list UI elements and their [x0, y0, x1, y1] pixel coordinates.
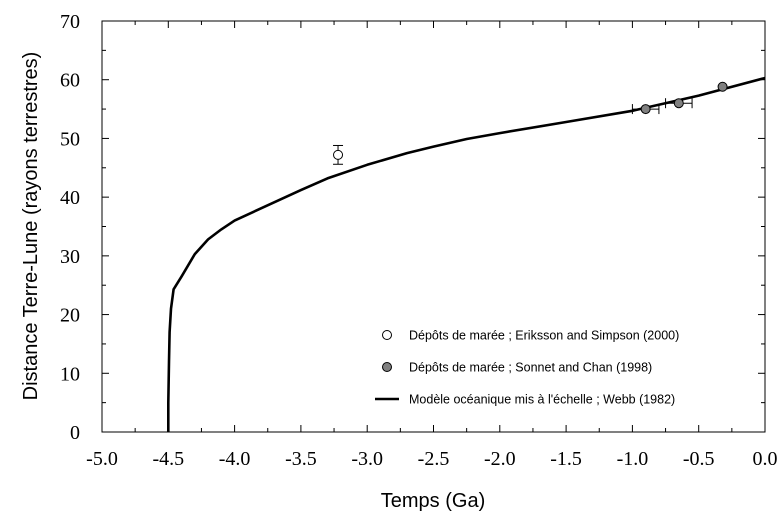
- x-tick-label: -5.0: [86, 448, 118, 470]
- legend-label: Dépôts de marée ; Sonnet and Chan (1998): [409, 361, 652, 375]
- data-point: [640, 104, 651, 115]
- data-point: [673, 98, 684, 109]
- x-tick-label: -2.5: [418, 448, 450, 470]
- x-tick-label: -2.0: [484, 448, 516, 470]
- model-line: [167, 76, 766, 432]
- x-tick-label: -0.5: [683, 448, 715, 470]
- data-point: [717, 81, 728, 92]
- y-axis: 0 10 20 30 40 50 60 70: [60, 11, 765, 444]
- y-tick-label: 60: [60, 70, 80, 92]
- y-tick-label: 10: [60, 363, 80, 385]
- x-axis: -5.0 -4.5 -4.0 -3.5 -3.0 -2.5 -2.0 -1.5 -1.0 -0.5…: [86, 21, 778, 470]
- data-point: [333, 149, 344, 160]
- x-tick-label: 0.0: [753, 448, 778, 470]
- x-axis-title: Temps (Ga): [381, 490, 485, 512]
- x-tick-label: -3.5: [285, 448, 317, 470]
- y-tick-label: 70: [60, 11, 80, 33]
- y-tick-label: 50: [60, 128, 80, 150]
- legend-marker: [382, 362, 392, 372]
- y-tick-label: 30: [60, 246, 80, 268]
- legend-marker: [382, 330, 392, 340]
- x-tick-label: -4.5: [152, 448, 184, 470]
- legend-label: Dépôts de marée ; Eriksson and Simpson (…: [409, 329, 679, 343]
- series-layer: [167, 76, 766, 432]
- y-tick-label: 20: [60, 305, 80, 327]
- x-tick-label: -1.5: [550, 448, 582, 470]
- y-axis-title: Distance Terre-Lune (rayons terrestres): [20, 52, 42, 401]
- y-tick-label: 0: [70, 422, 80, 444]
- x-tick-label: -1.0: [617, 448, 649, 470]
- y-tick-label: 40: [60, 187, 80, 209]
- x-tick-label: -4.0: [219, 448, 251, 470]
- x-tick-label: -3.0: [351, 448, 383, 470]
- legend-label: Modèle océanique mis à l'échelle ; Webb …: [409, 393, 675, 407]
- legend: Dépôts de marée ; Eriksson and Simpson (…: [375, 329, 679, 407]
